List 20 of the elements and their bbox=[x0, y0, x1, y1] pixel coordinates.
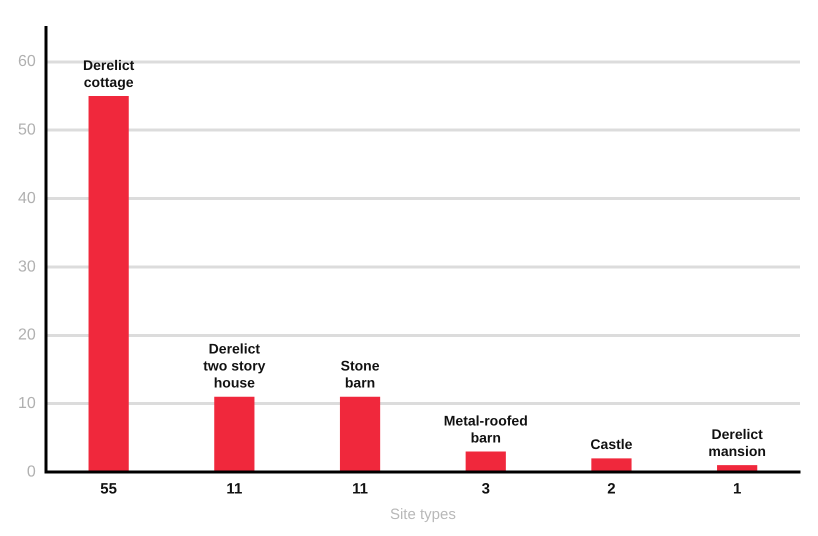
y-tick-label: 60 bbox=[18, 53, 36, 70]
x-tick-label: Metal-roofed barn bbox=[444, 412, 528, 446]
x-tick-label: Derelict cottage bbox=[82, 56, 135, 90]
x-tick-label: Castle bbox=[590, 436, 633, 452]
data-label: 1 bbox=[732, 480, 742, 498]
y-tick-label: 10 bbox=[18, 395, 36, 412]
x-tick-label: Derelict two story house bbox=[203, 340, 266, 391]
y-tick-label: 50 bbox=[18, 122, 36, 139]
x-tick-label: Stone barn bbox=[340, 358, 380, 391]
data-label: 3 bbox=[482, 480, 490, 498]
y-tick-label: 20 bbox=[18, 326, 36, 344]
y-tick-label: 30 bbox=[18, 258, 36, 276]
y-tick-label: 40 bbox=[18, 190, 36, 207]
x-tick-label: Derelict mansion bbox=[708, 426, 766, 460]
data-label: 11 bbox=[226, 480, 242, 498]
data-label: 11 bbox=[352, 480, 368, 498]
x-axis-title: Site types bbox=[390, 506, 456, 524]
data-label: 2 bbox=[607, 480, 616, 498]
data-label: 55 bbox=[100, 480, 117, 498]
y-tick-label: 0 bbox=[26, 463, 36, 480]
